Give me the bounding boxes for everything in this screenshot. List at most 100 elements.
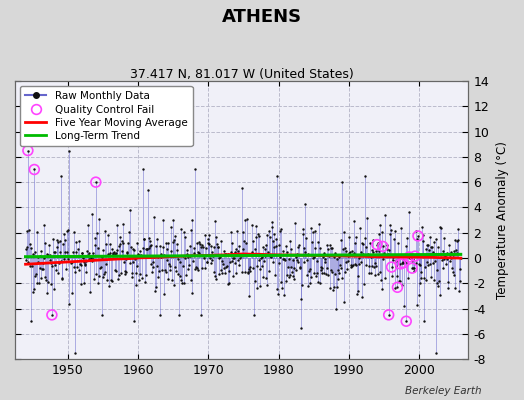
Point: [427, 244, 435, 250]
Point: [291, 254, 300, 260]
Point: [362, 262, 370, 268]
Point: [334, 266, 343, 273]
Point: [92, 179, 100, 185]
Point: [238, 185, 246, 192]
Point: [244, 270, 252, 276]
Point: [232, 270, 240, 276]
Point: [391, 228, 399, 234]
Point: [234, 248, 242, 254]
Point: [21, 246, 30, 252]
Point: [178, 262, 187, 269]
Point: [374, 240, 383, 246]
Point: [331, 250, 339, 257]
Point: [212, 276, 220, 283]
Point: [396, 261, 405, 267]
Point: [445, 242, 453, 248]
Point: [420, 318, 428, 324]
Point: [169, 217, 177, 224]
Point: [408, 265, 416, 271]
Point: [200, 255, 208, 262]
Point: [316, 266, 325, 273]
Point: [306, 266, 314, 273]
Point: [87, 254, 95, 260]
Point: [404, 274, 412, 281]
Point: [172, 267, 180, 274]
Point: [430, 277, 438, 283]
Point: [286, 272, 294, 279]
Point: [305, 268, 313, 274]
Point: [137, 254, 146, 260]
Point: [438, 256, 446, 263]
Point: [70, 264, 79, 270]
Point: [54, 270, 62, 276]
Point: [49, 236, 57, 242]
Point: [117, 238, 126, 244]
Point: [227, 240, 236, 246]
Point: [68, 290, 76, 296]
Point: [388, 272, 396, 279]
Point: [422, 242, 431, 248]
Point: [48, 312, 56, 318]
Point: [147, 260, 155, 267]
Point: [249, 265, 258, 272]
Point: [73, 246, 82, 252]
Point: [69, 248, 77, 255]
Point: [417, 274, 425, 281]
Point: [263, 232, 271, 238]
Point: [250, 312, 258, 318]
Point: [259, 274, 268, 280]
Point: [209, 253, 217, 260]
Point: [127, 244, 135, 250]
Point: [136, 270, 145, 277]
Point: [292, 267, 300, 274]
Point: [326, 284, 334, 291]
Point: [277, 279, 286, 286]
Point: [165, 261, 173, 267]
Point: [157, 251, 165, 257]
Point: [198, 242, 206, 248]
Y-axis label: Temperature Anomaly (°C): Temperature Anomaly (°C): [496, 141, 509, 299]
Point: [180, 229, 188, 236]
Point: [405, 254, 413, 260]
Point: [30, 166, 39, 173]
Point: [236, 251, 244, 257]
Point: [429, 249, 438, 256]
Point: [431, 350, 440, 356]
Point: [181, 255, 190, 261]
Point: [394, 240, 402, 247]
Point: [332, 284, 341, 291]
Point: [355, 254, 364, 261]
Point: [409, 255, 418, 262]
Point: [154, 274, 162, 280]
Point: [370, 260, 379, 266]
Point: [146, 238, 154, 244]
Point: [230, 272, 238, 279]
Point: [152, 263, 161, 270]
Point: [46, 252, 54, 258]
Point: [348, 248, 356, 254]
Point: [342, 258, 350, 265]
Point: [361, 234, 369, 241]
Point: [345, 234, 353, 240]
Point: [318, 265, 326, 272]
Point: [201, 265, 210, 272]
Point: [378, 228, 386, 235]
Point: [232, 246, 241, 252]
Point: [419, 238, 427, 245]
Point: [156, 312, 165, 318]
Point: [310, 254, 318, 260]
Point: [447, 249, 455, 255]
Point: [411, 259, 420, 266]
Point: [168, 277, 176, 284]
Point: [318, 270, 326, 276]
Point: [194, 267, 202, 274]
Point: [103, 276, 111, 283]
Point: [257, 255, 265, 261]
Point: [80, 280, 89, 286]
Point: [216, 267, 225, 273]
Point: [440, 235, 449, 242]
Point: [68, 259, 77, 265]
Point: [242, 252, 250, 258]
Point: [161, 240, 170, 246]
Point: [57, 258, 66, 264]
